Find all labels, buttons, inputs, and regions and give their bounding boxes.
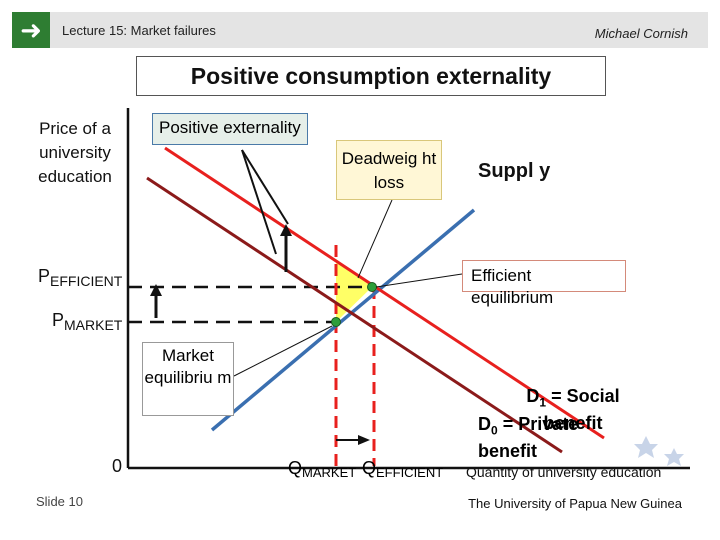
private-benefit-curve-d0 — [146, 176, 563, 454]
market-equilibrium-leader — [233, 325, 333, 377]
supply-curve — [210, 208, 476, 432]
q-market-label: QMARKET — [288, 458, 357, 480]
efficient-equilibrium-point — [367, 282, 377, 292]
social-benefit-curve-d1 — [164, 146, 605, 440]
externality-arrowhead-2 — [150, 284, 162, 296]
origin-label: 0 — [112, 456, 123, 476]
market-equilibrium-callout: Market equilibriu m — [142, 342, 234, 416]
positive-externality-leader-b — [241, 149, 289, 225]
d0-private-benefit-label: D0 = Private benefit — [478, 414, 579, 461]
p-market-label: PMARKET — [52, 310, 123, 333]
quantity-increase-arrowhead — [358, 435, 370, 445]
slide-header: ➜ Lecture 15: Market failures Michael Co… — [12, 12, 708, 48]
right-arrow-icon: ➜ — [12, 12, 50, 48]
p-efficient-label: PEFFICIENT — [38, 266, 123, 289]
deadweight-loss-callout: Deadweig ht loss — [336, 140, 442, 200]
externality-arrowhead-1 — [280, 224, 292, 236]
efficient-equilibrium-callout: Efficient equilibrium — [462, 260, 626, 307]
deadweight-leader — [357, 199, 393, 279]
market-equilibrium-point — [331, 317, 341, 327]
q-efficient-label: QEFFICIENT — [362, 458, 444, 480]
lecture-title: Lecture 15: Market failures — [62, 23, 216, 38]
institution-name: The University of Papua New Guinea — [468, 496, 682, 511]
deadweight-loss-area — [336, 259, 372, 322]
author-name: Michael Cornish — [594, 26, 688, 41]
positive-externality-leader-a — [241, 149, 277, 255]
efficient-equilibrium-leader — [375, 273, 463, 288]
decorative-star-icon — [634, 436, 684, 466]
slide-number: Slide 10 — [36, 494, 83, 509]
y-axis-label: Price of a university education — [38, 119, 112, 186]
positive-externality-callout: Positive externality — [152, 113, 308, 145]
slide-title: Positive consumption externality — [136, 56, 606, 96]
x-axis-label: Quantity of university education — [466, 464, 662, 480]
supply-label: Suppl y — [478, 160, 551, 182]
d1-social-benefit-label: D1 = Social benefit — [526, 386, 620, 433]
